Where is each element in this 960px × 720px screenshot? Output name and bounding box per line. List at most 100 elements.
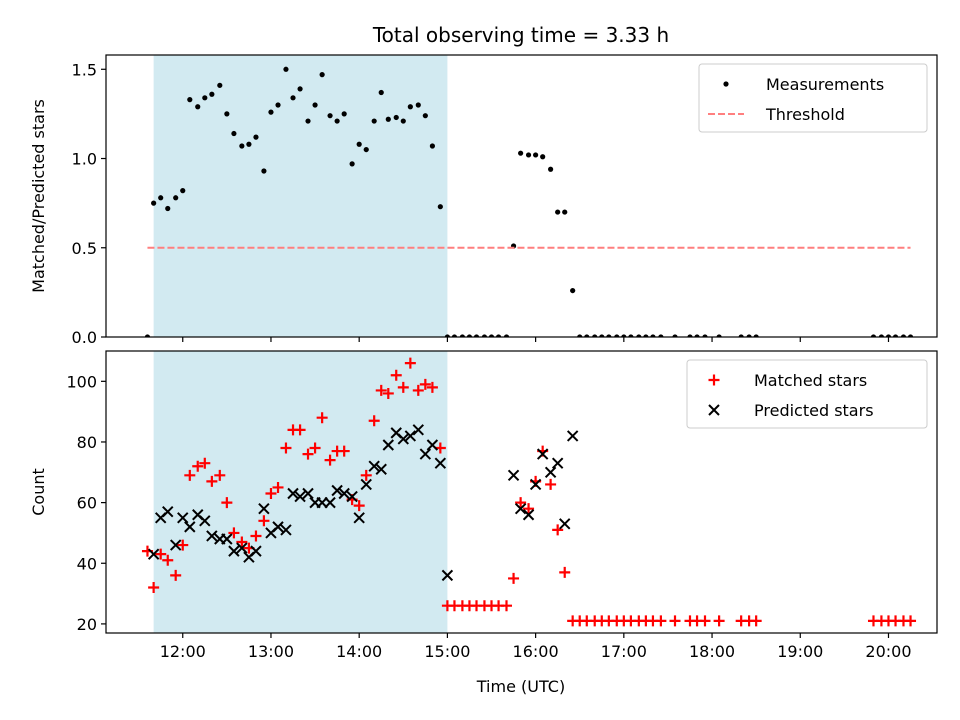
matched-star-point (404, 357, 416, 369)
matched-star-point (184, 469, 196, 481)
y-tick-label: 0.5 (72, 239, 97, 258)
panel-bottom: 20 40 60 80 100 12:00 13:00 14:00 15:00 16:00 17:0… (29, 350, 938, 661)
matched-star-point (515, 497, 527, 509)
measurement-point (209, 91, 215, 97)
matched-star-point (265, 488, 277, 500)
measurement-point (892, 334, 899, 337)
predicted-star-point (331, 484, 343, 497)
matched-star-point (397, 381, 409, 393)
matched-star-point (368, 415, 380, 427)
matched-star-point (236, 536, 248, 548)
legend: Matched stars Predicted stars (686, 359, 928, 429)
measurement-point (378, 89, 384, 96)
matched-star-point (523, 503, 535, 515)
x-tick-label: 20:00 (865, 642, 911, 661)
matched-star-point (192, 460, 204, 472)
measurement-point (275, 102, 281, 108)
measurement-point (577, 334, 583, 337)
measurement-point (628, 334, 634, 337)
measurement-point (878, 334, 885, 337)
measurement-point (429, 143, 436, 149)
measurement-point (305, 118, 311, 124)
plot-area (144, 66, 914, 337)
matched-star-point (382, 387, 394, 399)
predicted-star-point (280, 524, 292, 536)
matched-star-point (294, 424, 306, 436)
measurement-point (268, 109, 274, 115)
x-tick-label: 19:00 (777, 642, 823, 661)
legend-entry: Predicted stars (754, 401, 874, 420)
legend-marker (723, 81, 729, 87)
predicted-star-point (184, 521, 196, 533)
predicted-star-point (404, 430, 417, 442)
predicted-star-point (536, 448, 549, 460)
measurement-point (334, 118, 340, 124)
measurement-point (415, 102, 421, 108)
y-tick-label: 20 (77, 615, 97, 634)
matched-star-point (280, 442, 292, 454)
predicted-star-point (287, 487, 299, 500)
predicted-star-point (221, 533, 233, 545)
measurement-point (283, 66, 289, 72)
measurement-point (658, 334, 664, 337)
matched-star-point (250, 530, 262, 542)
panel-top: 0.0 0.5 1.0 1.5 Matched/Predicted stars Measu… (29, 54, 938, 347)
matched-star-point (390, 369, 402, 381)
measurement-point (870, 334, 877, 337)
matched-star-point (221, 497, 233, 509)
measurement-point (481, 334, 488, 337)
measurement-point (650, 334, 656, 337)
measurement-point (606, 334, 612, 337)
measurement-point (466, 334, 473, 337)
predicted-star-point (294, 490, 306, 503)
predicted-star-point (419, 448, 432, 460)
predicted-star-point (514, 502, 527, 515)
measurement-point (753, 334, 759, 337)
measurement-point (371, 118, 377, 124)
plot-area (141, 357, 917, 627)
measurement-point (555, 209, 561, 215)
measurement-point (385, 116, 391, 122)
measurement-point (224, 111, 230, 117)
measurement-point (495, 334, 502, 337)
legend-marker (708, 374, 720, 386)
measurement-point (393, 114, 399, 121)
x-tick-label: 13:00 (248, 642, 294, 661)
matched-star-point (360, 469, 372, 481)
measurement-point (621, 334, 627, 337)
observing-window (153, 351, 448, 633)
legend-marker (708, 404, 720, 416)
predicted-star-point (368, 460, 380, 472)
predicted-star-point (162, 506, 174, 518)
predicted-star-point (397, 433, 409, 445)
matched-star-point (501, 600, 513, 612)
predicted-star-point (522, 509, 535, 521)
axes-frame (105, 54, 938, 338)
measurement-point (363, 146, 369, 153)
measurement-point (738, 334, 744, 337)
measurement-point (151, 200, 157, 206)
measurement-point (253, 134, 259, 140)
measurement-point (548, 166, 554, 172)
measurement-point (217, 82, 223, 88)
predicted-star-point (353, 512, 365, 524)
matched-star-point (338, 445, 350, 457)
x-axis-label: Time (UTC) (476, 677, 565, 696)
measurement-point (195, 104, 201, 110)
measurement-point (239, 143, 245, 149)
measurement-point (540, 154, 546, 160)
measurement-point (319, 72, 325, 78)
legend-entry: Matched stars (754, 371, 867, 390)
x-tick-label: 14:00 (336, 642, 382, 661)
y-tick-label: 0.0 (72, 328, 97, 347)
measurement-point (165, 205, 171, 212)
matched-star-point (214, 469, 226, 481)
matched-star-point (419, 378, 431, 390)
matched-star-point (552, 524, 564, 536)
matched-star-point (412, 384, 424, 396)
measurement-point (451, 334, 458, 337)
measurement-point (570, 287, 576, 294)
matched-star-point (375, 384, 387, 396)
predicted-star-point (529, 478, 542, 491)
measurement-point (503, 334, 510, 337)
